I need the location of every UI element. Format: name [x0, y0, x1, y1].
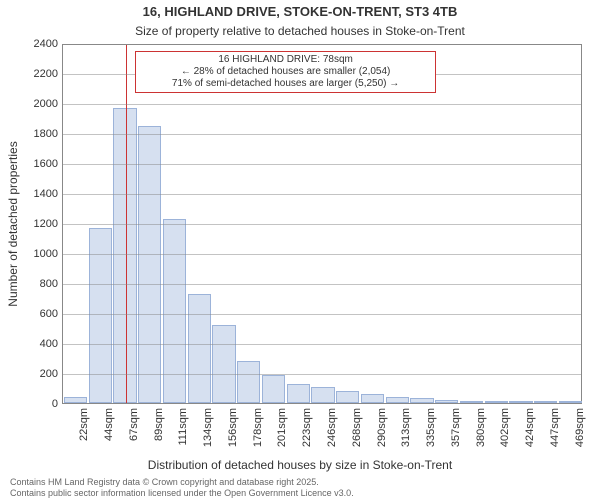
x-axis-label: Distribution of detached houses by size … — [0, 458, 600, 472]
x-tick-label: 22sqm — [78, 408, 90, 441]
footer-attribution: Contains HM Land Registry data © Crown c… — [10, 477, 590, 498]
y-gridline — [62, 314, 582, 315]
histogram-bar — [138, 126, 161, 404]
histogram-bar — [287, 384, 310, 404]
y-tick-label: 400 — [24, 338, 58, 350]
chart-title: 16, HIGHLAND DRIVE, STOKE-ON-TRENT, ST3 … — [0, 4, 600, 19]
histogram-bar — [485, 401, 508, 403]
y-tick-label: 2200 — [24, 68, 58, 80]
x-tick-label: 469sqm — [574, 408, 586, 447]
y-gridline — [62, 284, 582, 285]
annotation-line-2: ← 28% of detached houses are smaller (2,… — [140, 66, 432, 78]
y-tick-label: 1400 — [24, 188, 58, 200]
x-tick-label: 201sqm — [276, 408, 288, 447]
x-tick-label: 156sqm — [227, 408, 239, 447]
y-gridline — [62, 134, 582, 135]
histogram-bar — [534, 401, 557, 403]
histogram-bar — [435, 400, 458, 403]
y-tick-label: 0 — [24, 398, 58, 410]
x-tick-label: 178sqm — [252, 408, 264, 447]
x-tick-label: 424sqm — [524, 408, 536, 447]
x-tick-label: 268sqm — [351, 408, 363, 447]
y-tick-label: 800 — [24, 278, 58, 290]
histogram-bar — [163, 219, 186, 404]
x-tick-label: 111sqm — [177, 408, 189, 446]
chart-subtitle: Size of property relative to detached ho… — [0, 24, 600, 38]
histogram-bar — [336, 391, 359, 403]
y-gridline — [62, 254, 582, 255]
y-tick-label: 1200 — [24, 218, 58, 230]
y-tick-label: 1000 — [24, 248, 58, 260]
histogram-bar — [212, 325, 235, 403]
x-tick-label: 402sqm — [499, 408, 511, 447]
annotation-line-3: 71% of semi-detached houses are larger (… — [140, 78, 432, 90]
footer-line-2: Contains public sector information licen… — [10, 488, 590, 498]
histogram-bar — [113, 108, 136, 404]
x-tick-label: 335sqm — [425, 408, 437, 447]
chart-container: 16, HIGHLAND DRIVE, STOKE-ON-TRENT, ST3 … — [0, 0, 600, 500]
x-tick-label: 67sqm — [128, 408, 140, 441]
x-tick-label: 89sqm — [153, 408, 165, 441]
histogram-bar — [361, 394, 384, 403]
x-tick-label: 313sqm — [400, 408, 412, 447]
annotation-box: 16 HIGHLAND DRIVE: 78sqm← 28% of detache… — [135, 51, 437, 93]
y-gridline — [62, 374, 582, 375]
y-gridline — [62, 104, 582, 105]
x-tick-label: 380sqm — [475, 408, 487, 447]
x-tick-label: 223sqm — [301, 408, 313, 447]
histogram-bar — [559, 401, 582, 403]
histogram-bar — [311, 387, 334, 404]
y-tick-label: 2400 — [24, 38, 58, 50]
y-gridline — [62, 224, 582, 225]
y-tick-label: 200 — [24, 368, 58, 380]
x-tick-label: 357sqm — [450, 408, 462, 447]
histogram-bar — [410, 398, 433, 403]
annotation-line-1: 16 HIGHLAND DRIVE: 78sqm — [140, 54, 432, 66]
y-tick-label: 2000 — [24, 98, 58, 110]
x-tick-label: 447sqm — [549, 408, 561, 447]
histogram-bar — [460, 401, 483, 403]
y-tick-label: 1800 — [24, 128, 58, 140]
y-axis-label: Number of detached properties — [6, 44, 20, 404]
histogram-bar — [64, 397, 87, 403]
histogram-bar — [237, 361, 260, 403]
y-gridline — [62, 194, 582, 195]
y-gridline — [62, 344, 582, 345]
x-tick-label: 290sqm — [376, 408, 388, 447]
histogram-bar — [262, 375, 285, 404]
footer-line-1: Contains HM Land Registry data © Crown c… — [10, 477, 590, 487]
histogram-bar — [386, 397, 409, 403]
x-tick-label: 246sqm — [326, 408, 338, 447]
x-tick-label: 134sqm — [202, 408, 214, 447]
y-tick-label: 600 — [24, 308, 58, 320]
x-tick-label: 44sqm — [103, 408, 115, 441]
histogram-bar — [188, 294, 211, 404]
y-gridline — [62, 164, 582, 165]
y-tick-label: 1600 — [24, 158, 58, 170]
histogram-bar — [509, 401, 532, 403]
